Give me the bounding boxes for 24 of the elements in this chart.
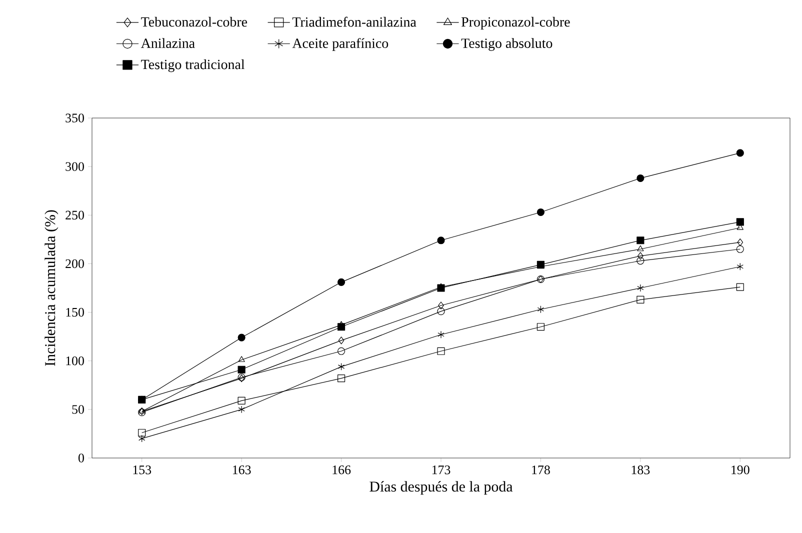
x-tick-label: 153: [133, 466, 152, 474]
y-tick-label: 50: [72, 405, 84, 414]
x-tick-label: 183: [632, 466, 650, 474]
y-tick-label: 0: [78, 454, 84, 462]
y-tick-label: 250: [66, 210, 84, 220]
y-tick-label: 150: [66, 308, 84, 317]
legend-label: Anilazina: [140, 38, 195, 48]
legend-label: Tebuconazol-cobre: [141, 16, 248, 27]
legend-label: Testigo tradicional: [141, 59, 245, 72]
y-tick-label: 100: [66, 356, 84, 366]
x-axis-title: Días después de la poda: [370, 481, 513, 495]
legend-label: Testigo absoluto: [461, 38, 552, 51]
y-tick-label: 300: [66, 162, 84, 171]
x-tick-label: 178: [532, 466, 550, 474]
y-axis-title: Incidencia acumulada (%): [44, 210, 58, 366]
legend-label: Propiconazol-cobre: [461, 16, 570, 30]
legend-label: Aceite parafínico: [292, 38, 388, 51]
x-tick-label: 163: [233, 466, 251, 474]
y-tick-label: 350: [66, 114, 84, 122]
y-tick-label: 200: [66, 259, 84, 268]
legend-label: Triadimefon-anilazina: [292, 16, 416, 27]
x-tick-label: 173: [432, 466, 450, 474]
x-tick-label: 190: [732, 466, 750, 474]
x-tick-label: 166: [332, 466, 351, 474]
